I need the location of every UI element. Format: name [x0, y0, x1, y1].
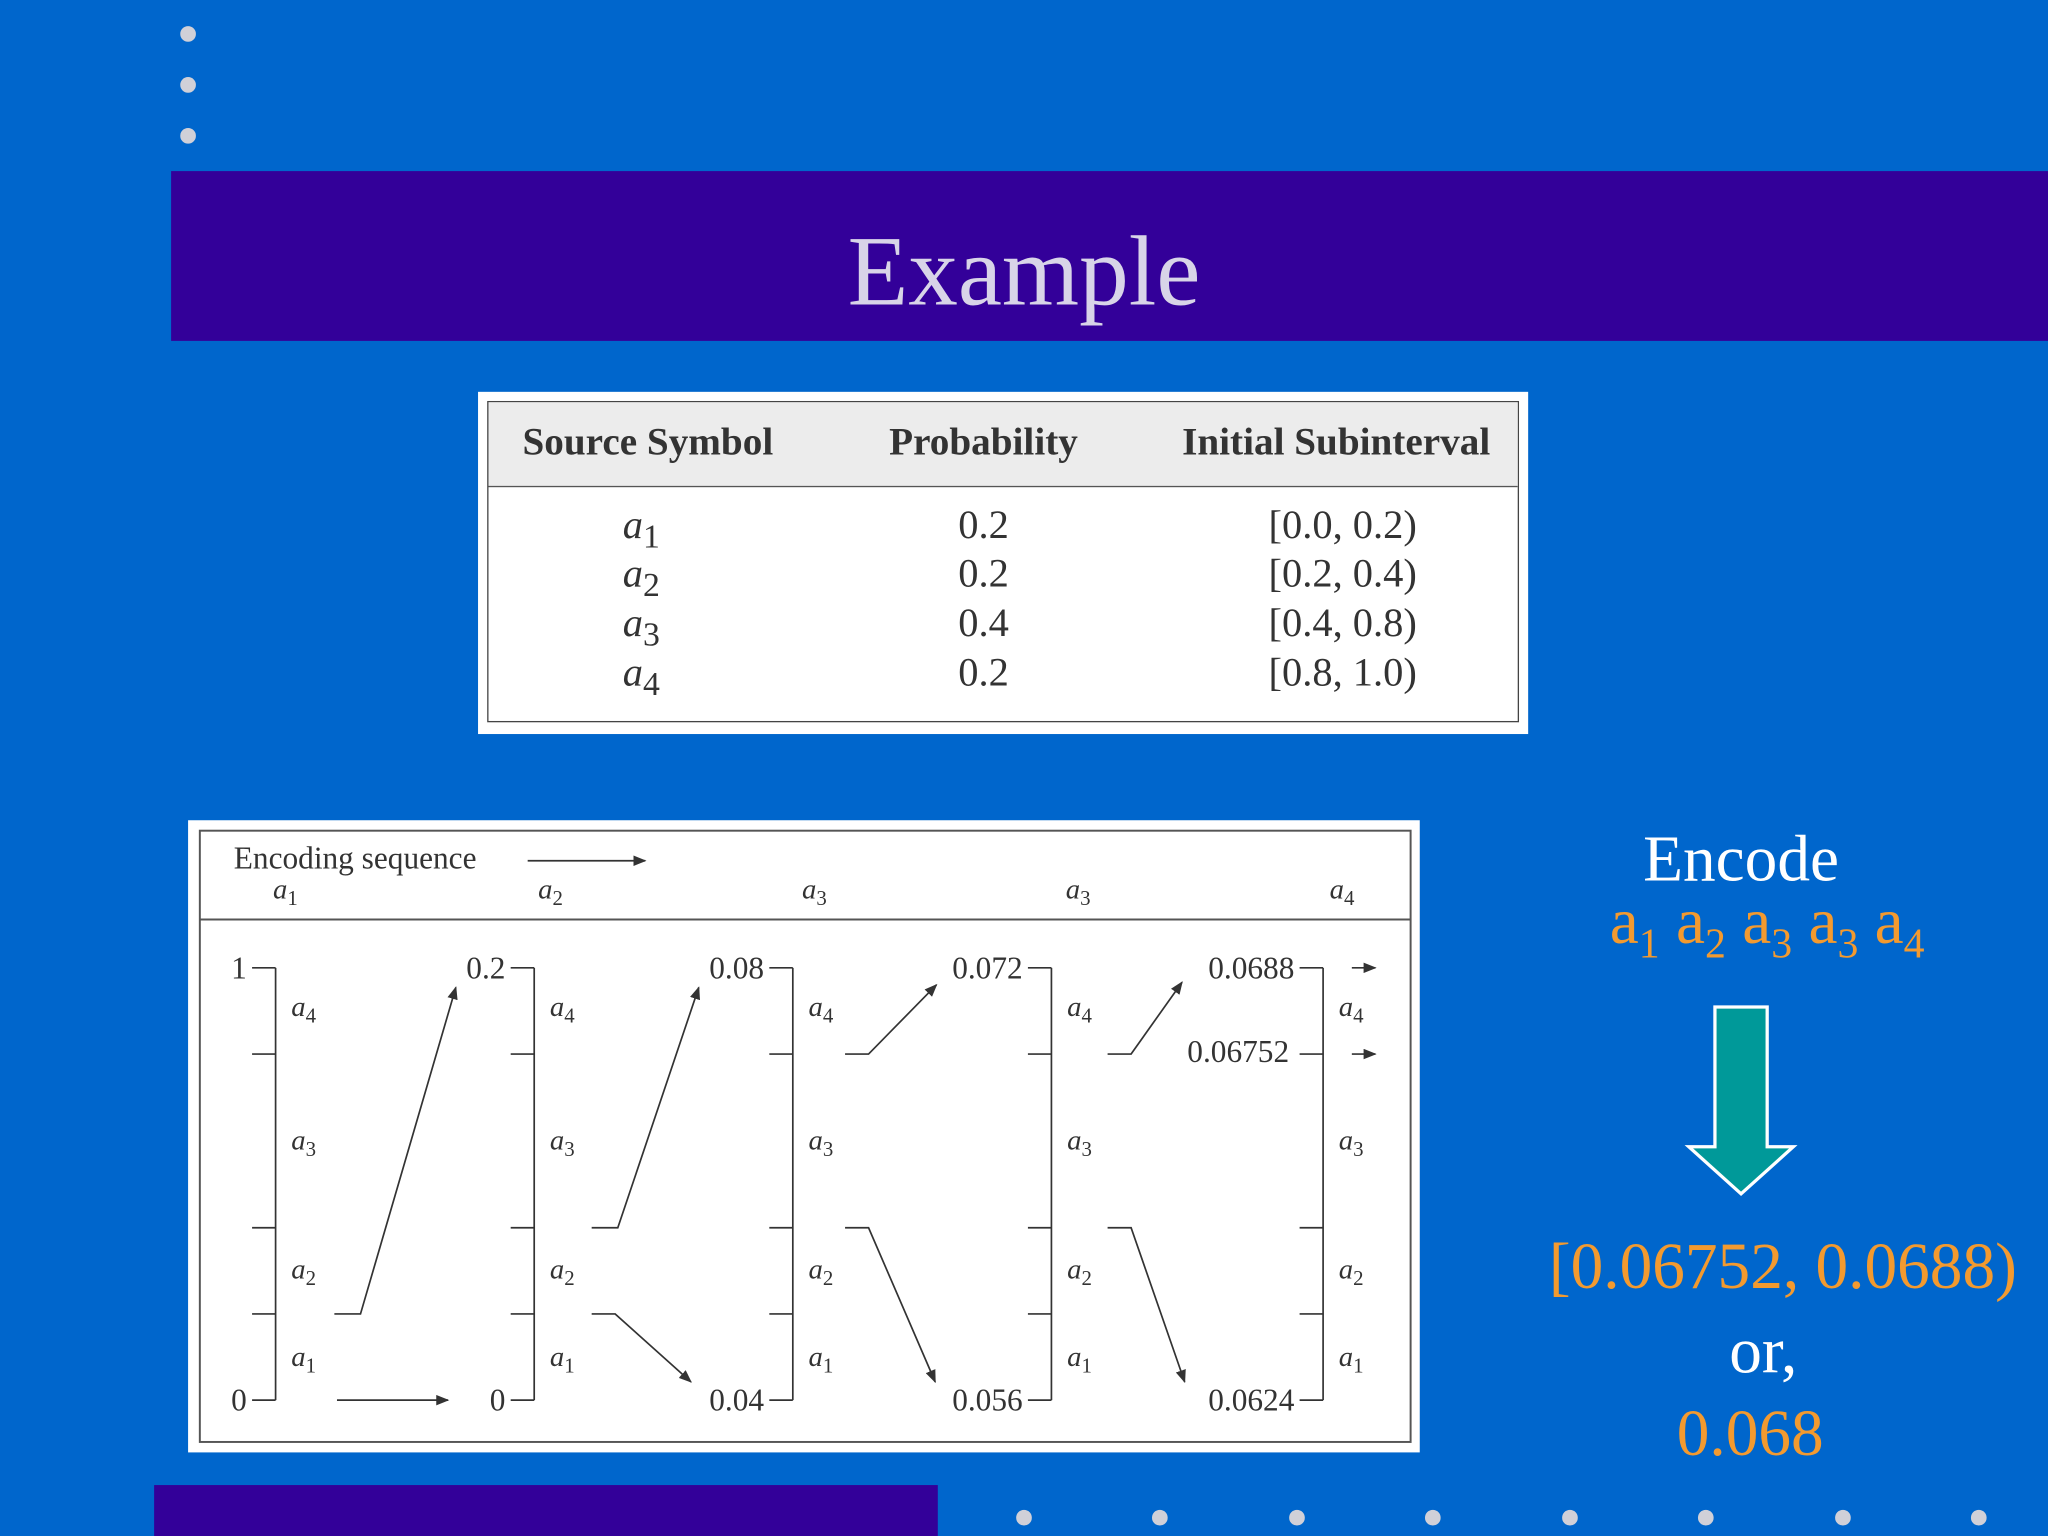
segment-label: a4 [1067, 991, 1092, 1028]
cell-subinterval: [0.8, 1.0) [1268, 649, 1417, 695]
header-source-symbol: Source Symbol [522, 420, 774, 464]
footer-dot [1151, 1509, 1168, 1526]
encode-sequence: a1 a2 a3 a3 a4 [1506, 883, 2028, 968]
zoom-connector-arrow [334, 986, 458, 1315]
sequence-symbol-label: a4 [1330, 874, 1355, 911]
zoom-connector-arrow [845, 1226, 936, 1384]
segment-label: a1 [808, 1341, 833, 1378]
final-interval: [0.06752, 0.0688) [1548, 1229, 2017, 1303]
sequence-symbol: a1 [1609, 884, 1660, 967]
title-band [171, 171, 2048, 341]
segment-label: a3 [291, 1124, 316, 1161]
lower-bound-label: 0 [231, 1383, 247, 1418]
segment-label: a3 [1339, 1124, 1364, 1161]
sequence-symbol: a3 [1808, 884, 1859, 967]
footer-dot [1562, 1509, 1578, 1526]
upper-bound-label: 0.0688 [1208, 950, 1294, 985]
footer-dot [1424, 1509, 1441, 1526]
table-header: Source Symbol Probability Initial Subint… [488, 402, 1518, 488]
lower-bound-label: 0 [490, 1383, 506, 1418]
bullet-dot [180, 127, 196, 144]
zoom-connector-arrow [845, 983, 938, 1055]
lower-bound-label: 0.056 [952, 1383, 1023, 1418]
header-initial-subinterval: Initial Subinterval [1182, 420, 1491, 464]
zoom-connector-arrow [591, 1313, 692, 1383]
sequence-symbol-label: a3 [802, 874, 827, 911]
upper-bound-label: 0.2 [466, 950, 505, 985]
cell-subinterval: [0.4, 0.8) [1268, 599, 1417, 646]
footer-dot [1697, 1509, 1714, 1526]
lower-bound-label: 0.04 [709, 1383, 764, 1418]
encode-label: Encode [1643, 821, 1839, 895]
segment-label: a4 [291, 991, 316, 1028]
encoding-sequence-heading: Encoding sequence [234, 841, 477, 876]
upper-bound-label: 0.08 [709, 950, 764, 985]
segment-label: a1 [291, 1341, 316, 1378]
footer-dot [1970, 1509, 1987, 1526]
segment-label: a3 [808, 1124, 833, 1161]
cell-subinterval: [0.0, 0.2) [1268, 501, 1417, 548]
segment-label: a1 [1067, 1341, 1092, 1378]
header-probability: Probability [889, 420, 1078, 464]
cell-probability: 0.2 [958, 501, 1009, 548]
encoded-value: 0.068 [1676, 1396, 1824, 1470]
segment-label: a4 [550, 991, 575, 1028]
segment-label: a2 [1339, 1254, 1364, 1291]
zoom-connector-arrow [1107, 981, 1183, 1055]
sequence-symbol-label: a2 [538, 874, 563, 911]
slide-title: Example [847, 216, 1201, 327]
down-arrow-icon [1684, 1005, 1798, 1196]
cell-probability: 0.2 [958, 549, 1009, 596]
segment-label: a4 [808, 991, 833, 1028]
footer-dot [1016, 1509, 1032, 1526]
sequence-symbol-label: a3 [1066, 874, 1091, 911]
cell-symbol: a1 [622, 501, 660, 556]
segment-label: a2 [550, 1254, 575, 1291]
zoom-connector-arrow [591, 986, 700, 1229]
cell-symbol: a2 [622, 549, 660, 604]
footer-band [154, 1485, 938, 1536]
diagram-border [198, 829, 1412, 1443]
cell-subinterval: [0.2, 0.4) [1268, 549, 1417, 596]
or-label: or, [1729, 1313, 1798, 1388]
segment-label: a2 [291, 1254, 316, 1291]
segment-label: a1 [1339, 1341, 1364, 1378]
footer-dot [1835, 1509, 1851, 1526]
cell-symbol: a4 [622, 649, 660, 703]
interval-diagram-svg: Encoding sequence a1 a2 a3 a3 a4 1 0 a4 a3 a2 a1 0.… [198, 829, 1412, 1443]
marker-bound-label: 0.06752 [1187, 1034, 1289, 1069]
segment-label: a2 [1067, 1254, 1092, 1291]
sequence-symbol: a3 [1742, 884, 1793, 967]
lower-bound-label: 0.0624 [1208, 1383, 1294, 1418]
sequence-symbol: a2 [1675, 884, 1726, 967]
bullet-dot [180, 26, 196, 42]
cell-symbol: a3 [622, 599, 660, 654]
footer-dot [1289, 1509, 1305, 1526]
probability-table: Source Symbol Probability Initial Subint… [478, 391, 1529, 735]
segment-label: a3 [550, 1124, 575, 1161]
cell-probability: 0.4 [958, 599, 1009, 646]
upper-bound-label: 0.072 [952, 950, 1023, 985]
encoding-diagram: Encoding sequence a1 a2 a3 a3 a4 1 0 a4 a3 a2 a1 0.… [188, 820, 1420, 1453]
sequence-symbol-label: a1 [273, 874, 298, 911]
upper-bound-label: 1 [231, 950, 247, 985]
segment-label: a4 [1339, 991, 1364, 1028]
bullet-dot [180, 77, 196, 93]
cell-probability: 0.2 [958, 649, 1009, 695]
sequence-symbol: a4 [1874, 884, 1925, 967]
zoom-connector-arrow [1107, 1226, 1186, 1384]
segment-label: a2 [808, 1254, 833, 1291]
segment-label: a3 [1067, 1124, 1092, 1161]
segment-label: a1 [550, 1341, 575, 1378]
